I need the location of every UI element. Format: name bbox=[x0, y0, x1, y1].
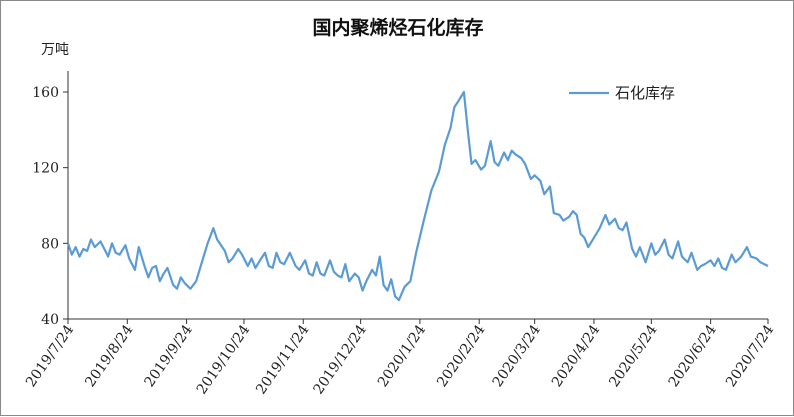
y-axis-ticks: 40 80 120 160 bbox=[32, 85, 68, 328]
x-tick-label: 2019/10/24 bbox=[194, 322, 253, 397]
legend: 石化库存 bbox=[569, 84, 675, 102]
x-tick-label: 2019/11/24 bbox=[253, 322, 312, 397]
legend-label: 石化库存 bbox=[615, 84, 675, 102]
x-tick-label: 2020/1/24 bbox=[375, 322, 429, 390]
chart-title: 国内聚烯烃石化库存 bbox=[312, 16, 483, 39]
series-line-0 bbox=[66, 90, 769, 302]
x-tick-label: 2020/3/24 bbox=[490, 322, 544, 390]
x-tick-label: 2019/7/24 bbox=[23, 322, 77, 390]
y-tick-label: 40 bbox=[41, 312, 59, 328]
y-tick-label: 80 bbox=[41, 236, 59, 252]
x-tick-label: 2020/2/24 bbox=[434, 322, 488, 390]
y-axis-unit-label: 万吨 bbox=[41, 42, 69, 58]
x-tick-label: 2019/9/24 bbox=[142, 322, 196, 390]
x-tick-label: 2020/7/24 bbox=[723, 322, 777, 390]
x-tick-label: 2020/4/24 bbox=[549, 322, 603, 390]
x-tick-label: 2020/5/24 bbox=[606, 322, 660, 390]
y-tick-label: 160 bbox=[32, 85, 59, 101]
y-tick-label: 120 bbox=[32, 161, 59, 177]
x-tick-label: 2019/8/24 bbox=[82, 322, 136, 390]
x-tick-label: 2019/12/24 bbox=[311, 322, 370, 397]
x-tick-label: 2020/6/24 bbox=[666, 322, 720, 390]
series-group bbox=[66, 90, 769, 302]
